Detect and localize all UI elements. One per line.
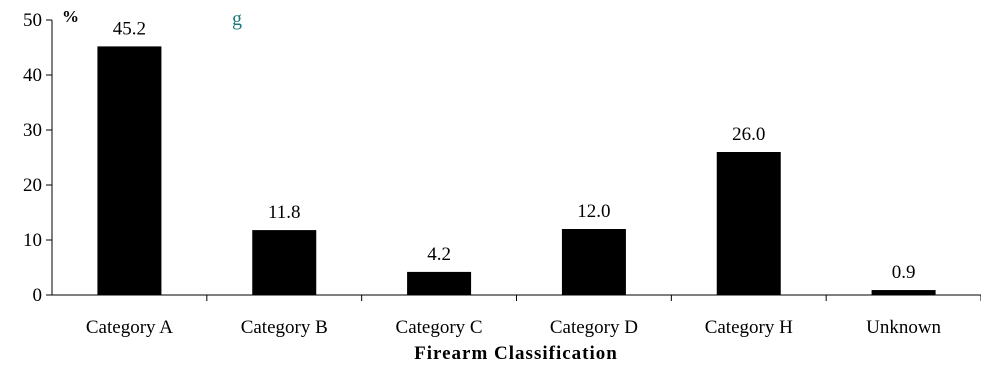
bar xyxy=(871,290,936,295)
bar-value-label: 0.9 xyxy=(892,262,916,283)
chart-title-fragment: g xyxy=(232,8,242,30)
y-tick-label: 20 xyxy=(23,175,42,196)
title-layer: g xyxy=(232,8,242,30)
bar-value-label: 12.0 xyxy=(577,201,610,222)
bar xyxy=(252,230,317,295)
bar-value-label: 26.0 xyxy=(732,124,765,145)
y-tick-label: 0 xyxy=(33,285,43,306)
x-category-label: Unknown xyxy=(866,317,941,338)
y-tick-label: 30 xyxy=(23,120,42,141)
axes-layer: % xyxy=(51,7,981,296)
bar-value-label: 4.2 xyxy=(427,244,451,265)
x-category-label: Category H xyxy=(705,317,793,338)
y-unit-label: % xyxy=(62,7,79,26)
y-tick-label: 50 xyxy=(23,10,42,31)
bar xyxy=(97,46,162,296)
x-category-label: Category C xyxy=(396,317,483,338)
bar xyxy=(561,229,626,295)
bar-value-label: 45.2 xyxy=(113,18,146,39)
ticks-layer: 0 10 20 30 40 50 xyxy=(23,10,981,306)
labels-layer: 45.2 Category A 11.8 Category B 4.2 Category … xyxy=(86,18,942,338)
y-tick-label: 10 xyxy=(23,230,42,251)
bar xyxy=(407,271,472,295)
x-category-label: Category B xyxy=(241,317,328,338)
x-category-label: Category A xyxy=(86,317,173,338)
y-tick-label: 40 xyxy=(23,65,42,86)
bar-value-label: 11.8 xyxy=(268,202,301,223)
x-category-label: Category D xyxy=(550,317,638,338)
bars-layer xyxy=(97,46,936,296)
bar xyxy=(716,152,781,295)
x-axis-title: Firearm Classification xyxy=(414,343,618,364)
